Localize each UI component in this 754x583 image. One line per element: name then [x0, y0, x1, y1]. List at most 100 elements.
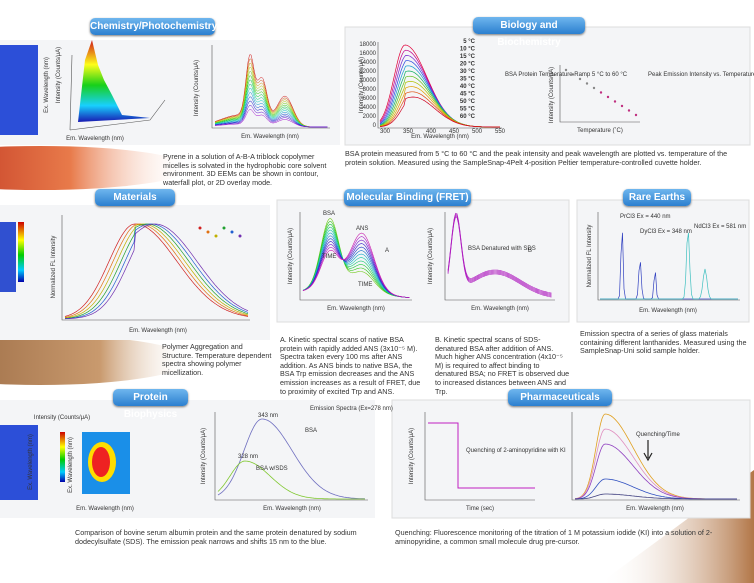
label: Em. Wavelength (nm): [327, 306, 385, 312]
scatter-dot: [599, 91, 603, 94]
label: NdCl3 Ex = 581 nm: [694, 224, 746, 230]
label: B: [528, 248, 532, 254]
caption: BSA protein measured from 5 °C to 60 °C …: [345, 149, 728, 167]
color-scale: [18, 222, 24, 282]
label: BSA: [323, 211, 335, 217]
spectrum-curve: [217, 460, 365, 500]
legend-entry: 5 °C: [463, 39, 475, 45]
contour-peak: [92, 447, 110, 477]
color-scale: [60, 432, 65, 482]
label: Em. Wavelength (nm): [471, 306, 529, 312]
legend-entry: 10 °C: [460, 47, 476, 53]
caption: Emission spectra of a series of glass ma…: [580, 329, 747, 356]
legend-dot: [198, 226, 202, 230]
label: Ex. Wavelength (nm): [68, 437, 74, 493]
label: Ex. Wavelength (nm): [44, 57, 50, 113]
label: Normalized FL Intensity: [587, 225, 593, 288]
label: Temperature (˚C): [577, 127, 623, 134]
label: Em. Wavelength (nm): [241, 134, 299, 140]
label: Normalized FL Intensity: [51, 236, 57, 299]
label: Em. Wavelength (nm): [76, 506, 134, 512]
label: Em. Wavelength (nm): [129, 328, 187, 334]
label: Em. Wavelength (nm): [626, 506, 684, 512]
label: A: [385, 248, 389, 254]
caption: Pyrene in a solution of A-B-A triblock c…: [163, 152, 327, 187]
scatter-dot: [585, 82, 589, 85]
label: Intensity (Counts/μA): [56, 47, 62, 103]
tick-label: 12000: [359, 69, 376, 75]
label: BSA Protein Temperature Ramp 5 °C to 60 …: [505, 72, 628, 78]
legend-entry: 40 °C: [460, 84, 476, 90]
tick-label: 10000: [359, 78, 376, 84]
caption: Polymer Aggregation and Structure. Tempe…: [162, 342, 272, 377]
arrow: [643, 440, 653, 462]
spectrum-curve: [575, 493, 737, 500]
label: Intensity (Counts/μA): [34, 415, 90, 421]
scatter-dot: [627, 109, 631, 112]
panel: [276, 199, 570, 323]
axes: [61, 42, 740, 501]
spectrum-curve: [214, 109, 328, 128]
spectrum-curve: [217, 418, 366, 500]
section-title: Biology and Biochemistry: [473, 17, 585, 48]
label: 328 nm: [238, 454, 258, 460]
scatter-dot: [613, 100, 617, 103]
label: Emission Spectra (Ex=278 nm): [310, 406, 393, 412]
legend-entry: 20 °C: [460, 62, 476, 68]
label: TIME: [322, 254, 336, 260]
axis: [69, 54, 166, 131]
contour-plot: [0, 222, 16, 292]
tick-label: 400: [426, 129, 437, 135]
label: Intensity (Counts/μA): [194, 60, 200, 116]
spectrum-curve: [64, 223, 249, 320]
label: Intensity (Counts/μA): [428, 228, 434, 284]
rock-photo: [0, 335, 190, 385]
scatter-dot: [571, 73, 575, 76]
label: BSA: [305, 428, 317, 434]
label: Quenching of 2-aminopyridine with KI: [466, 448, 566, 454]
label: BSA w/SDS: [256, 466, 288, 472]
tick-label: 350: [403, 129, 414, 135]
cherry-photo: [0, 146, 190, 190]
tick-label: 14000: [359, 60, 376, 66]
caption: A. Kinetic spectral scans of native BSA …: [280, 335, 421, 396]
tick-label: 4000: [363, 105, 377, 111]
panel: [0, 40, 340, 145]
tick-label: 450: [449, 129, 460, 135]
spectrum-curve: [64, 223, 249, 318]
tick-label: 6000: [363, 96, 377, 102]
section-title: Materials: [95, 189, 175, 206]
section-title: Chemistry/Photochemistry: [90, 18, 217, 35]
label: PrCl3 Ex = 440 nm: [620, 214, 671, 220]
scatter-dot: [620, 104, 624, 108]
section-title: Rare Earths: [623, 189, 691, 206]
label: Intensity (Counts/μA): [359, 57, 365, 113]
label: Ex. Wavelength (nm): [28, 434, 34, 490]
spectrum-curve: [64, 223, 249, 317]
label: TIME: [358, 282, 372, 288]
legend-entry: 15 °C: [460, 54, 476, 60]
tick-label: 2000: [363, 114, 377, 120]
label: Em. Wavelength (nm): [66, 136, 124, 142]
legend-dot: [222, 226, 226, 230]
spectrum-curve: [600, 232, 738, 300]
label: Em. Wavelength (nm): [263, 506, 321, 512]
legend-entry: 35 °C: [460, 77, 476, 83]
contour-plot: [0, 45, 38, 135]
scatter-dot: [592, 86, 596, 90]
spectrum-curve: [64, 223, 249, 319]
label: Peak Emission Intensity vs. Temperature: [648, 72, 754, 78]
legend-dot: [206, 230, 210, 234]
tick-label: 300: [380, 129, 391, 135]
scatter-dot: [634, 113, 638, 117]
legend-dot: [214, 234, 218, 238]
waterfall: [78, 40, 150, 122]
trace: [428, 422, 535, 489]
scatter-dot: [578, 77, 582, 81]
label: Time (sec): [466, 506, 494, 512]
caption: Comparison of bovine serum albumin prote…: [75, 528, 357, 546]
label: 343 nm: [258, 413, 278, 419]
caption: Quenching: Fluorescence monitoring of th…: [395, 528, 713, 546]
label: Intensity (Counts/μA): [409, 428, 415, 484]
